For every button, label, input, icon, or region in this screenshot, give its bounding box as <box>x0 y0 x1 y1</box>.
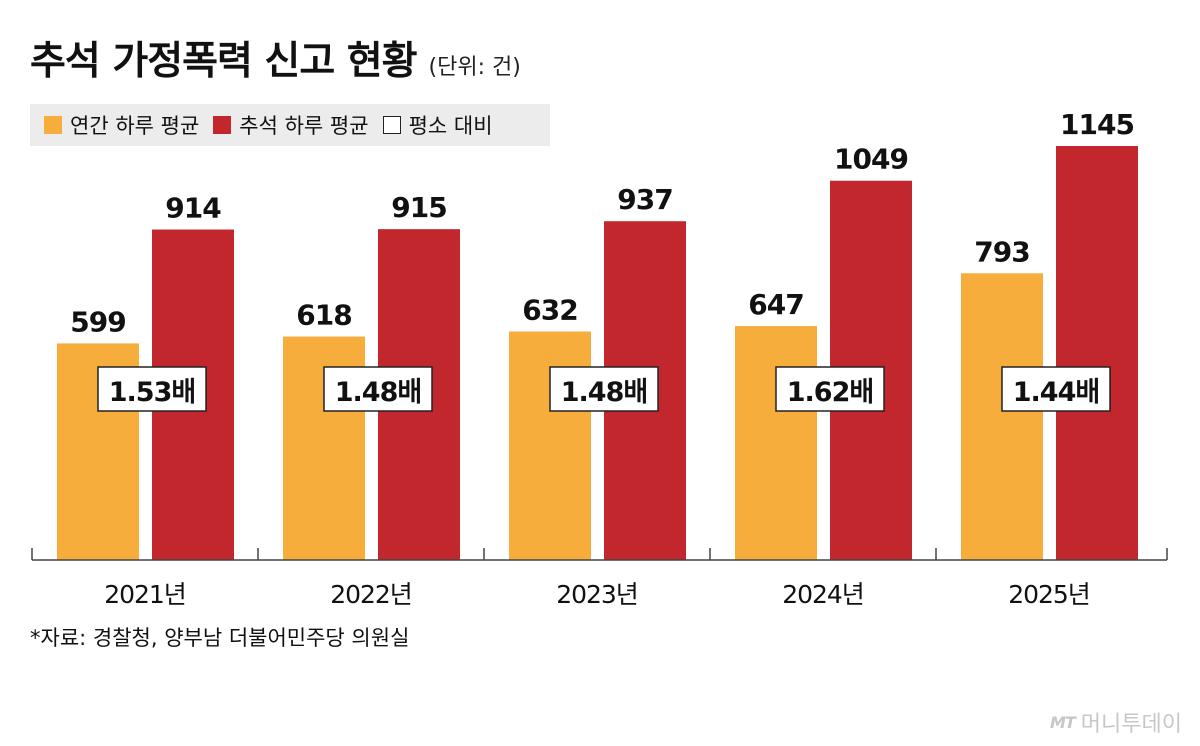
bar-chuseok-4 <box>1056 146 1138 560</box>
ratio-label-3: 1.62배 <box>787 377 873 408</box>
bar-annual-2 <box>509 331 591 560</box>
data-label-annual-3: 647 <box>748 288 803 321</box>
x-tick-label-3: 2024년 <box>782 580 864 609</box>
ratio-box-0 <box>97 366 207 412</box>
x-tick-label-4: 2025년 <box>1008 580 1090 609</box>
ratio-label-4: 1.44배 <box>1013 377 1099 408</box>
data-label-chuseok-4: 1145 <box>1060 108 1134 141</box>
data-label-annual-0: 599 <box>70 305 125 338</box>
legend-item-ratio: 평소 대비 <box>382 110 493 140</box>
logo-mark: MT <box>1049 712 1076 732</box>
ratio-box-3 <box>775 366 885 412</box>
legend-swatch-ratio <box>382 116 401 134</box>
bar-annual-3 <box>735 326 817 560</box>
legend-item-annual: 연간 하루 평균 <box>44 110 199 140</box>
legend-swatch-annual <box>44 116 62 134</box>
data-label-chuseok-0: 914 <box>165 192 221 225</box>
bar-annual-4 <box>961 273 1043 560</box>
ratio-label-1: 1.48배 <box>335 377 421 408</box>
x-tick-label-0: 2021년 <box>104 580 186 609</box>
x-tick-label-1: 2022년 <box>330 580 412 609</box>
legend-label-ratio: 평소 대비 <box>408 114 493 138</box>
ratio-box-2 <box>549 366 659 412</box>
unit-label: (단위: 건) <box>428 55 521 80</box>
source-note: *자료: 경찰청, 양부남 더불어민주당 의원실 <box>30 626 410 650</box>
data-label-annual-4: 793 <box>974 235 1029 268</box>
legend-item-chuseok: 추석 하루 평균 <box>213 110 369 140</box>
data-label-annual-1: 618 <box>296 299 351 332</box>
chart-title: 추석 가정폭력 신고 현황 <box>30 39 418 84</box>
data-label-chuseok-2: 937 <box>617 183 672 216</box>
legend-swatch-chuseok <box>213 116 232 134</box>
legend: 연간 하루 평균 추석 하루 평균 평소 대비 <box>30 104 550 146</box>
ratio-label-0: 1.53배 <box>109 377 195 408</box>
legend-label-annual: 연간 하루 평균 <box>70 114 200 138</box>
data-label-annual-2: 632 <box>522 293 577 326</box>
logo-text: 머니투데이 <box>1080 712 1182 737</box>
ratio-label-2: 1.48배 <box>561 377 647 408</box>
title-row: 추석 가정폭력 신고 현황 (단위: 건) <box>30 30 521 86</box>
publisher-logo: MT 머니투데이 <box>1050 706 1182 738</box>
x-tick-label-2: 2023년 <box>556 580 638 609</box>
ratio-box-4 <box>1001 366 1111 412</box>
data-label-chuseok-1: 915 <box>391 191 446 224</box>
legend-label-chuseok: 추석 하루 평균 <box>239 114 369 138</box>
ratio-box-1 <box>323 366 433 412</box>
data-label-chuseok-3: 1049 <box>834 143 908 176</box>
